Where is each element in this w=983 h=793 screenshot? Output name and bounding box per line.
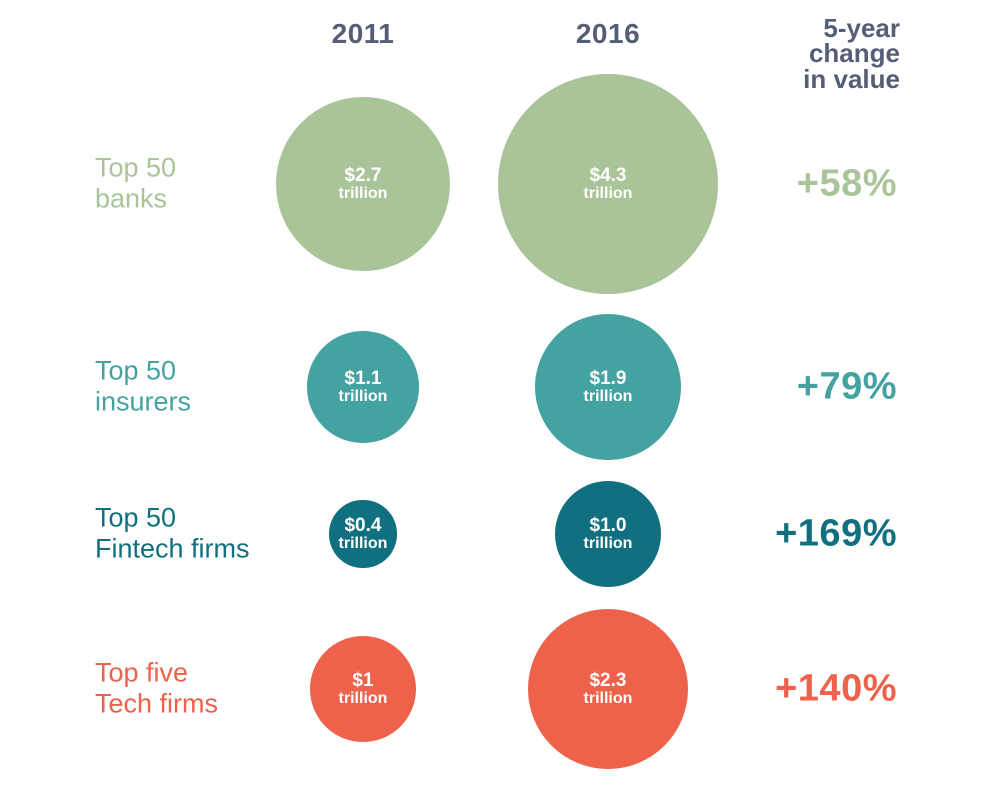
row-label-line: Top 50 — [95, 355, 177, 386]
bubble-unit: trillion — [583, 184, 633, 202]
bubble-value: $4.3 — [589, 164, 627, 186]
bubble-unit: trillion — [338, 184, 388, 202]
bubble-2011-fintech-firms: $0.4 trillion — [329, 500, 397, 568]
column-header-2016: 2016 — [575, 18, 641, 49]
change-value-insurers: +79% — [796, 365, 897, 408]
change-value-banks: +58% — [796, 162, 897, 205]
column-header-change: 5-year change in value — [803, 13, 900, 94]
bubble-2011-banks: $2.7 trillion — [275, 96, 451, 272]
bubble-unit: trillion — [338, 534, 388, 552]
row-label-line: insurers — [95, 387, 192, 417]
bubble-2011-insurers: $1.1 trillion — [307, 331, 419, 443]
bubble-2016-insurers: $1.9 trillion — [534, 313, 682, 461]
bubble-value: $1.0 — [589, 514, 627, 536]
bubble-2011-tech-firms: $1 trillion — [310, 636, 416, 742]
row-label-line: Tech firms — [95, 689, 219, 719]
row-label-insurers: Top 50 insurers — [95, 356, 191, 419]
row-label-fintech-firms: Top 50 Fintech firms — [95, 503, 250, 566]
bubble-2016-tech-firms: $2.3 trillion — [527, 608, 689, 770]
bubble-value: $1 — [352, 669, 374, 691]
bubble-value: $2.3 — [589, 669, 627, 691]
column-header-2011: 2011 — [331, 18, 395, 49]
bubble-value: $0.4 — [344, 514, 382, 536]
row-label-line: Top five — [95, 657, 189, 688]
bubble-unit: trillion — [583, 689, 633, 707]
row-label-banks: Top 50 banks — [95, 153, 176, 216]
row-label-line: banks — [95, 184, 168, 214]
row-label-line: Fintech firms — [95, 534, 250, 564]
bubble-unit: trillion — [583, 534, 633, 552]
bubble-value: $1.9 — [589, 367, 627, 389]
bubble-value: $1.1 — [344, 367, 382, 389]
change-value-tech-firms: +140% — [775, 667, 897, 710]
bubble-2016-banks: $4.3 trillion — [498, 74, 718, 294]
change-header-line-3: in value — [803, 63, 900, 94]
change-value-fintech-firms: +169% — [775, 512, 897, 555]
bubble-2016-fintech-firms: $1.0 trillion — [555, 481, 661, 587]
change-header-line-2: change — [808, 38, 900, 69]
row-label-line: Top 50 — [95, 502, 177, 533]
row-label-tech-firms: Top five Tech firms — [95, 658, 218, 721]
bubble-unit: trillion — [338, 387, 388, 405]
change-header-line-1: 5-year — [823, 13, 900, 43]
bubble-unit: trillion — [583, 387, 633, 405]
bubble-value: $2.7 — [344, 164, 382, 186]
row-label-line: Top 50 — [95, 152, 177, 183]
bubble-unit: trillion — [338, 689, 388, 707]
